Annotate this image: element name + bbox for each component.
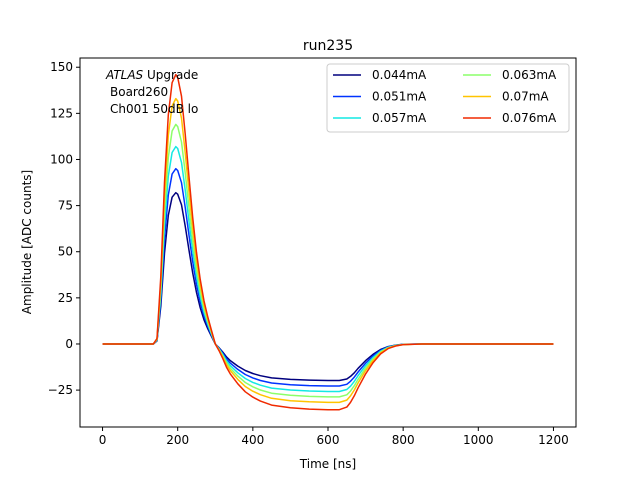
annotation-atlas: ATLAS bbox=[105, 68, 144, 82]
series-line-6 bbox=[102, 73, 554, 411]
y-tick-label: 50 bbox=[58, 245, 73, 259]
series-layer bbox=[102, 73, 554, 411]
y-tick-label: 75 bbox=[58, 199, 73, 213]
annotation-line-1: ATLAS Upgrade bbox=[105, 68, 198, 82]
annotation-upgrade: Upgrade bbox=[143, 68, 198, 82]
x-tick-label: 800 bbox=[392, 433, 415, 447]
x-tick-label: 1200 bbox=[538, 433, 569, 447]
x-tick-label: 0 bbox=[99, 433, 107, 447]
y-tick-label: 0 bbox=[65, 337, 73, 351]
y-axis-label: Amplitude [ADC counts] bbox=[20, 170, 34, 314]
x-axis-ticks: 0 200 400 600 800 1000 1200 bbox=[99, 427, 569, 447]
x-tick-label: 600 bbox=[317, 433, 340, 447]
legend-label: 0.044mA bbox=[372, 68, 427, 82]
legend-label: 0.07mA bbox=[502, 90, 549, 104]
x-tick-label: 1000 bbox=[463, 433, 494, 447]
annotation-line-3: Ch001 50dB lo bbox=[110, 102, 198, 116]
legend-box bbox=[326, 63, 570, 133]
x-axis-label: Time [ns] bbox=[299, 457, 356, 471]
y-tick-label: 25 bbox=[58, 291, 73, 305]
chart-title: run235 bbox=[303, 38, 353, 54]
annotation-line-2: Board260 bbox=[110, 85, 168, 99]
y-axis-ticks: −25 0 25 50 75 100 125 150 bbox=[48, 60, 80, 397]
y-tick-label: 150 bbox=[50, 60, 73, 74]
legend: 0.044mA 0.051mA 0.057mA 0.063mA 0.07mA 0.076m… bbox=[326, 63, 570, 133]
legend-label: 0.051mA bbox=[372, 90, 427, 104]
atlas-annotation: ATLAS Upgrade Board260 Ch001 50dB lo bbox=[105, 68, 198, 116]
x-tick-label: 400 bbox=[241, 433, 264, 447]
legend-label: 0.076mA bbox=[502, 111, 557, 125]
legend-label: 0.057mA bbox=[372, 111, 427, 125]
y-tick-label: 125 bbox=[50, 106, 73, 120]
legend-label: 0.063mA bbox=[502, 68, 557, 82]
x-tick-label: 200 bbox=[166, 433, 189, 447]
y-tick-label: −25 bbox=[48, 383, 73, 397]
y-tick-label: 100 bbox=[50, 152, 73, 166]
